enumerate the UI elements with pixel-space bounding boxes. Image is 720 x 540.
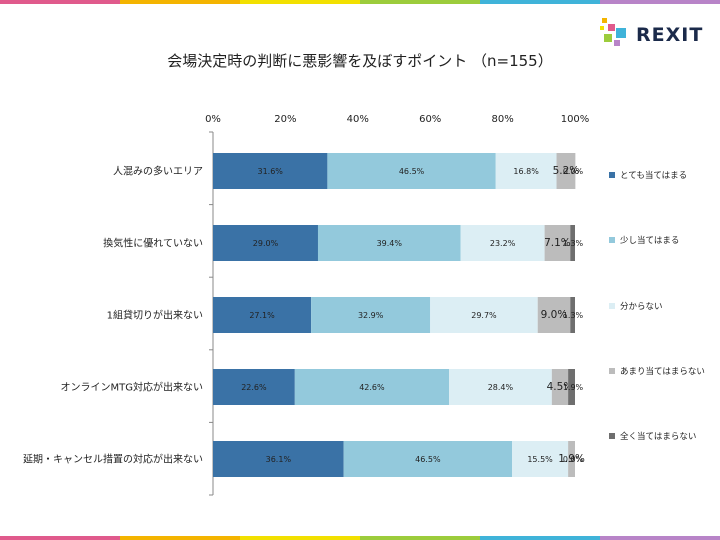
legend-swatch (609, 368, 615, 374)
bar-segment (311, 297, 431, 333)
category-label: 換気性に優れていない (103, 237, 203, 250)
bar-segment (213, 153, 328, 189)
bar-segment (556, 153, 576, 189)
bar-value-label: 1.3% (563, 239, 584, 248)
x-tick-label: 20% (274, 114, 296, 125)
legend-label: とても当てはまる (620, 170, 687, 181)
legend-label: 少し当てはまる (620, 235, 679, 246)
legend-swatch (609, 303, 615, 309)
bar-segment (495, 153, 557, 189)
bar-value-label: 9.0% (541, 309, 568, 321)
stripe-segment-0 (0, 536, 120, 540)
bar-segment (327, 153, 496, 189)
rexit-logo-icon (600, 18, 626, 46)
stripe-segment-0 (0, 0, 120, 4)
legend-swatch (609, 237, 615, 243)
bar-value-label: 7.1% (544, 237, 571, 249)
bar-segment (213, 441, 344, 477)
bar-value-label: 28.4% (488, 383, 514, 392)
bar-value-label: 27.1% (249, 311, 275, 320)
bar-segment (213, 225, 318, 261)
bar-value-label: 23.2% (490, 239, 516, 248)
legend-swatch (609, 172, 615, 178)
stripe-segment-3 (360, 536, 480, 540)
bars: 31.6% 46.5% 16.8% 5.2%0.0%29.0% 39.4% 23.2% 7.… (213, 153, 585, 477)
bar-value-label: 1.9% (563, 383, 584, 392)
bar-value-label: 31.6% (257, 167, 283, 176)
bar-segment (570, 225, 575, 261)
stripe-segment-1 (120, 536, 240, 540)
legend-label: あまり当てはまらない (620, 366, 705, 377)
stripe-segment-4 (480, 536, 600, 540)
stripe-segment-3 (360, 0, 480, 4)
bar-value-label: 29.0% (253, 239, 279, 248)
bar-value-label: 1.3% (563, 311, 584, 320)
bar-value-label: 15.5% (527, 455, 553, 464)
bar-value-label: 0.0% (563, 167, 584, 176)
bar-segment (570, 297, 575, 333)
bar-segment (317, 225, 461, 261)
legend-label: 全く当てはまらない (620, 431, 696, 442)
x-tick-label: 60% (419, 114, 441, 125)
chart-title: 会場決定時の判断に悪影響を及ぼすポイント （n=155） (167, 52, 553, 70)
bar-value-label: 1.9% (558, 453, 585, 465)
brand-name: REXIT (636, 24, 704, 46)
x-tick-label: 100% (561, 114, 590, 125)
category-label: オンラインMTG対応が出来ない (61, 381, 204, 394)
bar-segment (460, 225, 545, 261)
legend-label: 分からない (620, 302, 663, 312)
legend-swatch (609, 433, 615, 439)
bar-value-label: 46.5% (399, 167, 425, 176)
bar-value-label: 5.2% (553, 165, 580, 177)
stripe-segment-5 (600, 0, 720, 4)
x-tick-label: 0% (205, 114, 221, 125)
bar-segment (551, 369, 569, 405)
bar-segment (568, 441, 575, 477)
x-tick-label: 80% (491, 114, 513, 125)
bar-segment (294, 369, 450, 405)
bar-value-label: 36.1% (266, 455, 292, 464)
bar-segment (213, 369, 295, 405)
bottom-color-stripe (0, 536, 720, 540)
bar-segment (544, 225, 571, 261)
y-axis (209, 131, 214, 496)
stripe-segment-2 (240, 536, 360, 540)
stripe-segment-5 (600, 536, 720, 540)
bar-value-label: 42.6% (359, 383, 385, 392)
bar-value-label: 22.6% (241, 383, 267, 392)
stripe-segment-4 (480, 0, 600, 4)
stripe-segment-1 (120, 0, 240, 4)
bar-segment (343, 441, 513, 477)
category-label: 1組貸切りが出来ない (107, 309, 203, 322)
bar-segment (430, 297, 538, 333)
bar-segment (568, 369, 575, 405)
rexit-logo: REXIT (596, 16, 706, 56)
bar-segment (449, 369, 552, 405)
bar-value-label: 0.0% (563, 455, 584, 464)
bar-segment (512, 441, 569, 477)
category-label: 延期・キャンセル措置の対応が出来ない (23, 453, 203, 466)
bar-segment (537, 297, 571, 333)
top-color-stripe (0, 0, 720, 4)
bar-value-label: 39.4% (377, 239, 403, 248)
bar-value-label: 16.8% (513, 167, 539, 176)
x-axis-ticks: 0% 20% 40% 60% 80% 100% (205, 114, 589, 125)
category-label: 人混みの多いエリア (113, 165, 203, 178)
stripe-segment-2 (240, 0, 360, 4)
x-tick-label: 40% (347, 114, 369, 125)
bar-value-label: 29.7% (471, 311, 497, 320)
bar-segment (213, 297, 312, 333)
bar-value-label: 32.9% (358, 311, 384, 320)
bar-value-label: 4.5% (547, 381, 574, 393)
bar-value-label: 46.5% (415, 455, 441, 464)
